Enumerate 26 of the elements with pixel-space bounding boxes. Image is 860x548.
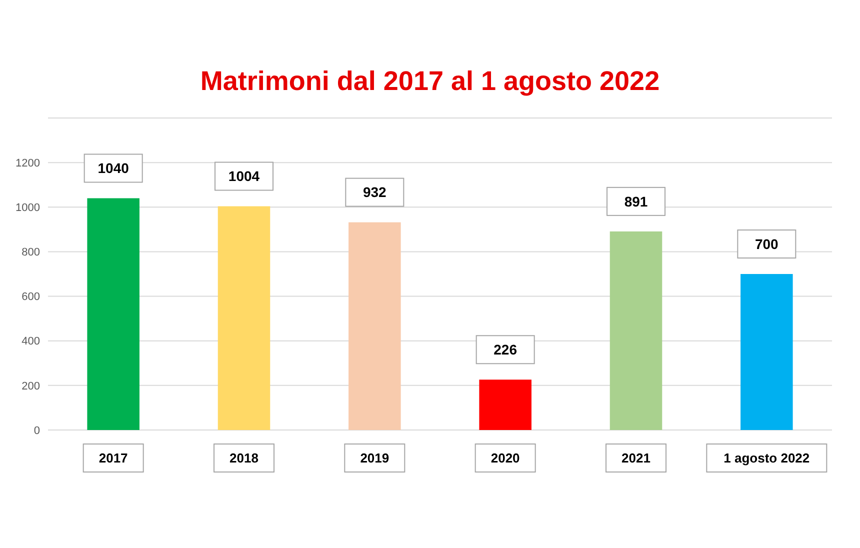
data-label: 700	[754, 236, 779, 252]
x-tick-label: 1 agosto 2022	[724, 450, 810, 466]
bar	[479, 380, 532, 430]
y-tick-label: 1000	[16, 202, 40, 214]
x-tick-label: 2018	[230, 450, 258, 466]
bar	[348, 222, 401, 430]
y-tick-label: 1200	[16, 157, 40, 170]
data-label: 932	[362, 184, 387, 200]
x-tick-label: 2019	[360, 450, 390, 466]
x-tick-label: 2021	[622, 450, 650, 466]
data-label: 891	[624, 193, 648, 210]
chart-title: Matrimoni dal 2017 al 1 agosto 2022	[200, 66, 660, 96]
x-tick-label: 2020	[490, 450, 520, 466]
y-tick-label: 0	[34, 424, 40, 437]
data-label: 226	[494, 342, 518, 358]
data-label: 1004	[228, 168, 260, 184]
bar	[610, 231, 662, 430]
bar	[218, 206, 270, 430]
y-tick-label: 600	[22, 291, 40, 304]
bar	[740, 274, 793, 430]
y-tick-label: 200	[22, 380, 40, 392]
bar	[87, 198, 140, 430]
x-tick-label: 2017	[98, 450, 128, 466]
data-label: 1040	[98, 160, 130, 176]
y-tick-label: 800	[22, 246, 40, 259]
y-tick-label: 400	[22, 336, 40, 348]
